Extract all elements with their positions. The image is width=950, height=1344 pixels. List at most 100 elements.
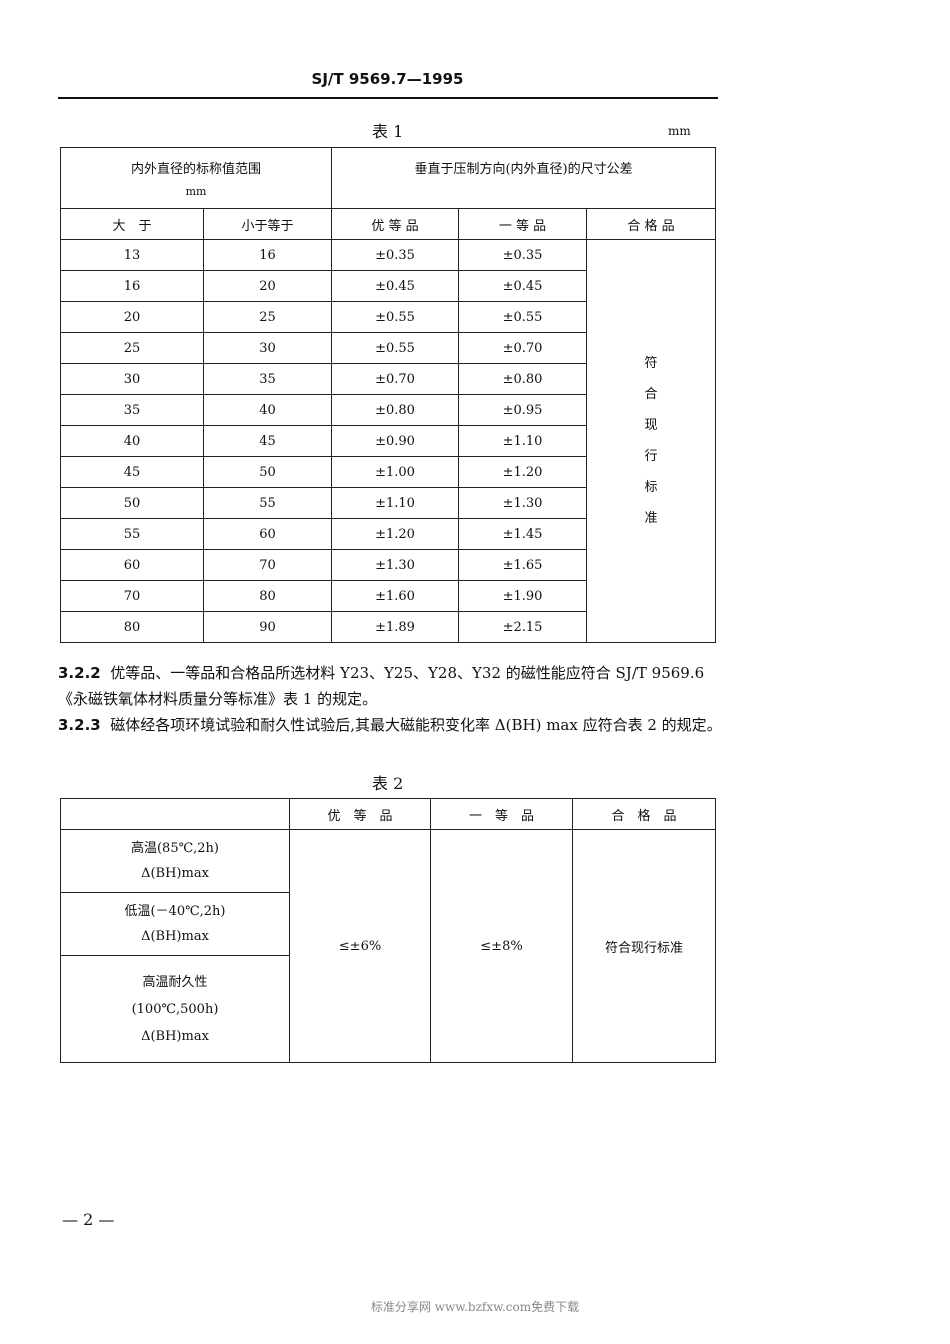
header-superior: 优 等 品 bbox=[289, 798, 431, 830]
table-cell: 60 bbox=[60, 549, 204, 581]
table-row: 13 16 ±0.35 ±0.35 符合现行标准 bbox=[60, 239, 717, 643]
table-cell: ±0.80 bbox=[331, 394, 460, 426]
table-cell: ±0.55 bbox=[331, 301, 460, 333]
table-cell: ±0.35 bbox=[458, 239, 588, 271]
table-cell: 35 bbox=[60, 394, 204, 426]
param: Δ(BH)max bbox=[141, 929, 209, 944]
table-cell: 30 bbox=[60, 363, 204, 395]
table-cell: 55 bbox=[60, 518, 204, 550]
row-durability: 高温耐久性 (100℃,500h) Δ(BH)max bbox=[60, 955, 290, 1063]
table-cell: ±1.30 bbox=[331, 549, 460, 581]
subheader-1: 小于等于 bbox=[202, 208, 333, 240]
header-range: 内外直径的标称值范围 mm bbox=[59, 147, 333, 209]
table-cell: 20 bbox=[60, 301, 204, 333]
table-row: 45 50 ±1.00 ±1.20 bbox=[60, 456, 716, 488]
table-cell: 16 bbox=[202, 239, 333, 271]
table-cell: 35 bbox=[202, 363, 333, 395]
table-cell: 45 bbox=[60, 456, 204, 488]
table-cell: 13 bbox=[60, 239, 204, 271]
param: Δ(BH)max bbox=[141, 1028, 209, 1044]
table-cell: ±1.10 bbox=[331, 487, 460, 519]
paragraph-3-2-2: 3.2.2 优等品、一等品和合格品所选材料 Y23、Y25、Y28、Y32 的磁… bbox=[58, 660, 723, 712]
row-low-temp: 低温(－40℃,2h) Δ(BH)max bbox=[60, 892, 290, 956]
param: Δ(BH)max bbox=[141, 866, 209, 881]
table-row: 50 55 ±1.10 ±1.30 bbox=[60, 487, 716, 519]
table-cell: 80 bbox=[202, 580, 333, 612]
header-rule bbox=[58, 97, 718, 99]
table-row: 40 45 ±0.90 ±1.10 bbox=[60, 425, 716, 457]
qualified-char: 符 bbox=[644, 356, 658, 371]
table-cell: 45 bbox=[202, 425, 333, 457]
table-cell: 30 bbox=[202, 332, 333, 364]
table-cell: 90 bbox=[202, 611, 333, 643]
table-cell: 60 bbox=[202, 518, 333, 550]
header-range-unit: mm bbox=[185, 185, 207, 198]
table-cell: 25 bbox=[60, 332, 204, 364]
table1-caption: 表 1 bbox=[372, 122, 404, 141]
subheader-3: 一 等 品 bbox=[458, 208, 588, 240]
table-cell: ±1.00 bbox=[331, 456, 460, 488]
table-cell: 55 bbox=[202, 487, 333, 519]
subheader-4: 合 格 品 bbox=[586, 208, 717, 240]
clause-text: 优等品、一等品和合格品所选材料 Y23、Y25、Y28、Y32 的磁性能应符合 … bbox=[58, 664, 705, 708]
clause-number: 3.2.2 bbox=[58, 664, 101, 682]
subheader-0: 大 于 bbox=[60, 208, 204, 240]
table-cell: ±0.55 bbox=[458, 301, 588, 333]
table-row: 16 20 ±0.45 ±0.45 bbox=[60, 270, 716, 302]
table-cell: ±0.35 bbox=[331, 239, 460, 271]
table-2: 优 等 品 一 等 品 合 格 品 高温(85℃,2h) Δ(BH)max ≤±6… bbox=[60, 798, 716, 1063]
table-row: 25 30 ±0.55 ±0.70 bbox=[60, 332, 716, 364]
table-row: 70 80 ±1.60 ±1.90 bbox=[60, 580, 716, 612]
table-cell: ±0.70 bbox=[458, 332, 588, 364]
table-cell: ±0.90 bbox=[331, 425, 460, 457]
table-cell: ±1.45 bbox=[458, 518, 588, 550]
table-row: 20 25 ±0.55 ±0.55 bbox=[60, 301, 716, 333]
table-cell: ±0.70 bbox=[331, 363, 460, 395]
table-cell: ±1.65 bbox=[458, 549, 588, 581]
table-cell: 50 bbox=[60, 487, 204, 519]
table-cell: 40 bbox=[60, 425, 204, 457]
table-cell: ±1.60 bbox=[331, 580, 460, 612]
table-cell: 50 bbox=[202, 456, 333, 488]
table-cell: 20 bbox=[202, 270, 333, 302]
first-value: ≤±8% bbox=[430, 829, 573, 1063]
header-tolerance: 垂直于压制方向(内外直径)的尺寸公差 bbox=[331, 147, 717, 209]
table-cell: ±1.20 bbox=[331, 518, 460, 550]
qualified-char: 标 bbox=[644, 480, 658, 495]
header-first: 一 等 品 bbox=[430, 798, 573, 830]
clause-number: 3.2.3 bbox=[58, 716, 101, 734]
table-1: 内外直径的标称值范围 mm 垂直于压制方向(内外直径)的尺寸公差 大 于小于等于优… bbox=[59, 147, 717, 643]
table-cell: ±0.95 bbox=[458, 394, 588, 426]
table-cell: 16 bbox=[60, 270, 204, 302]
table-cell: ±2.15 bbox=[458, 611, 588, 643]
table-cell: 70 bbox=[60, 580, 204, 612]
clause-text: 磁体经各项环境试验和耐久性试验后,其最大磁能积变化率 Δ(BH) max 应符合… bbox=[110, 716, 722, 734]
page-number: — 2 — bbox=[62, 1210, 115, 1229]
subheader-2: 优 等 品 bbox=[331, 208, 460, 240]
qualified-char: 现 bbox=[644, 418, 658, 433]
watermark: 标准分享网 www.bzfxw.com免费下载 bbox=[370, 1300, 580, 1314]
cond-detail: (100℃,500h) bbox=[131, 1001, 219, 1017]
table-row: 30 35 ±0.70 ±0.80 bbox=[60, 363, 716, 395]
qualified-char: 合 bbox=[644, 387, 658, 402]
cond: 高温(85℃,2h) bbox=[130, 841, 219, 856]
table-cell: 40 bbox=[202, 394, 333, 426]
table-cell: 80 bbox=[60, 611, 204, 643]
header-blank bbox=[60, 798, 290, 830]
table-cell: 70 bbox=[202, 549, 333, 581]
qualified-char: 行 bbox=[644, 449, 658, 464]
qualified-char: 准 bbox=[644, 511, 658, 526]
header-qualified: 合 格 品 bbox=[572, 798, 716, 830]
qualified-value: 符合现行标准 bbox=[572, 829, 716, 1063]
table1-unit: mm bbox=[668, 124, 691, 138]
table-cell: ±1.89 bbox=[331, 611, 460, 643]
standard-number-header: SJ/T 9569.7—1995 bbox=[311, 70, 464, 88]
table-cell: ±1.90 bbox=[458, 580, 588, 612]
table-cell: ±0.80 bbox=[458, 363, 588, 395]
table-row: 80 90 ±1.89 ±2.15 bbox=[60, 611, 716, 643]
table-cell: ±0.55 bbox=[331, 332, 460, 364]
superior-value: ≤±6% bbox=[289, 829, 431, 1063]
table-cell: ±0.45 bbox=[331, 270, 460, 302]
row-high-temp: 高温(85℃,2h) Δ(BH)max bbox=[60, 829, 290, 893]
paragraph-3-2-3: 3.2.3 磁体经各项环境试验和耐久性试验后,其最大磁能积变化率 Δ(BH) m… bbox=[58, 712, 723, 738]
